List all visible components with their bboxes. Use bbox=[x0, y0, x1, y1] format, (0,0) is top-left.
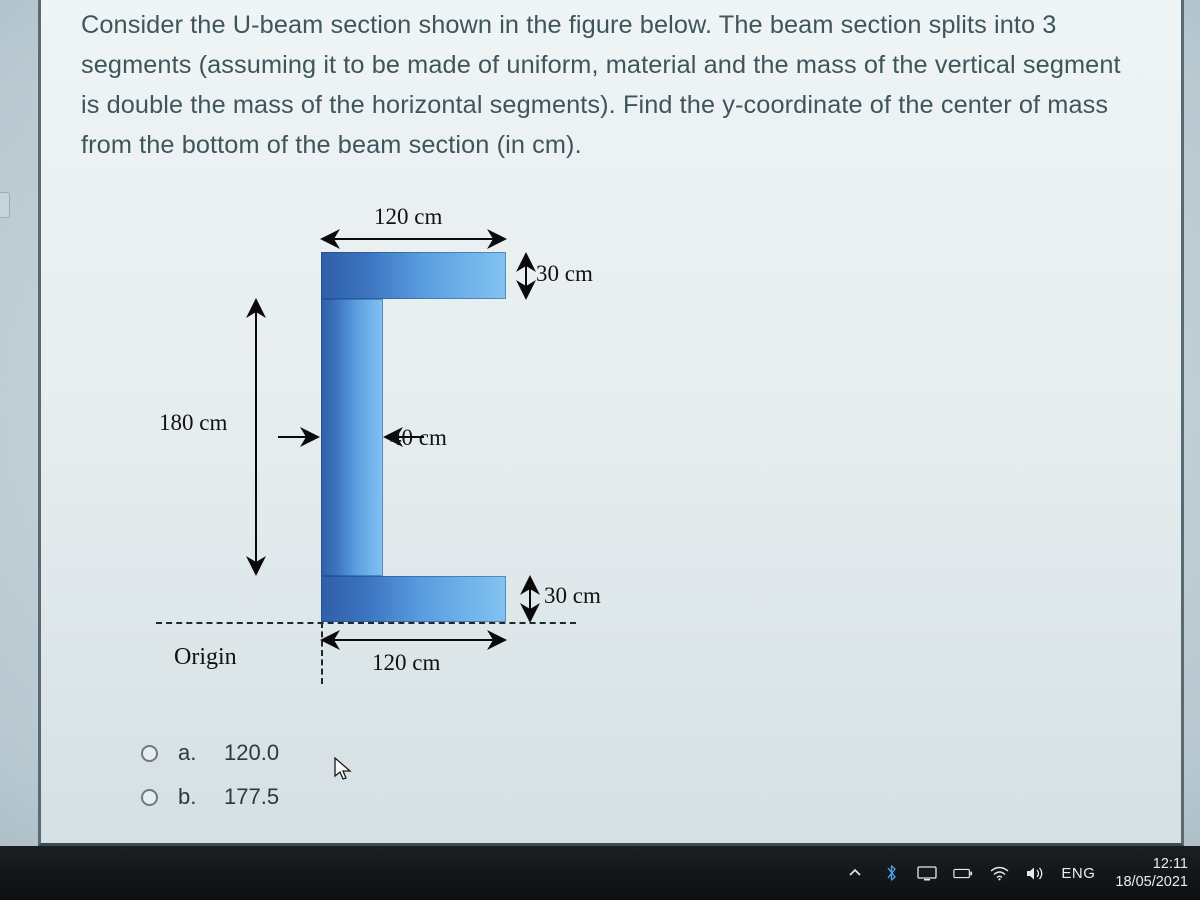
label-vert-height: 180 cm bbox=[159, 410, 227, 436]
system-tray: ENG bbox=[845, 863, 1095, 883]
label-origin: Origin bbox=[174, 644, 237, 671]
tray-overflow-icon[interactable] bbox=[845, 863, 865, 883]
option-letter: a. bbox=[178, 740, 204, 766]
label-vert-width: 40 cm bbox=[390, 425, 447, 451]
quiz-page: Consider the U-beam section shown in the… bbox=[38, 0, 1184, 846]
radio-icon[interactable] bbox=[141, 789, 158, 806]
windows-taskbar: ENG 12:11 18/05/2021 bbox=[0, 846, 1200, 900]
taskbar-clock[interactable]: 12:11 18/05/2021 bbox=[1109, 855, 1188, 891]
battery-icon[interactable] bbox=[953, 863, 973, 883]
option-letter: b. bbox=[178, 784, 204, 810]
option-b[interactable]: b. 177.5 bbox=[141, 784, 279, 810]
option-value: 177.5 bbox=[224, 784, 279, 810]
radio-icon[interactable] bbox=[141, 745, 158, 762]
project-icon[interactable] bbox=[917, 863, 937, 883]
bluetooth-icon[interactable] bbox=[881, 863, 901, 883]
browser-edge-tab bbox=[0, 192, 10, 218]
option-value: 120.0 bbox=[224, 740, 279, 766]
dimension-arrows bbox=[156, 204, 686, 704]
volume-icon[interactable] bbox=[1025, 863, 1045, 883]
beam-diagram: 120 cm 30 cm 180 cm 40 cm 30 cm 120 cm O… bbox=[156, 204, 686, 704]
option-a[interactable]: a. 120.0 bbox=[141, 740, 279, 766]
label-top-width: 120 cm bbox=[374, 204, 442, 230]
answer-options: a. 120.0 b. 177.5 bbox=[141, 740, 279, 828]
question-text: Consider the U-beam section shown in the… bbox=[41, 0, 1181, 166]
language-indicator[interactable]: ENG bbox=[1061, 865, 1095, 882]
clock-date: 18/05/2021 bbox=[1115, 873, 1188, 891]
label-bot-width: 120 cm bbox=[372, 650, 440, 676]
clock-time: 12:11 bbox=[1115, 855, 1188, 873]
label-top-height: 30 cm bbox=[536, 261, 593, 287]
wifi-icon[interactable] bbox=[989, 863, 1009, 883]
label-bot-height: 30 cm bbox=[544, 583, 601, 609]
